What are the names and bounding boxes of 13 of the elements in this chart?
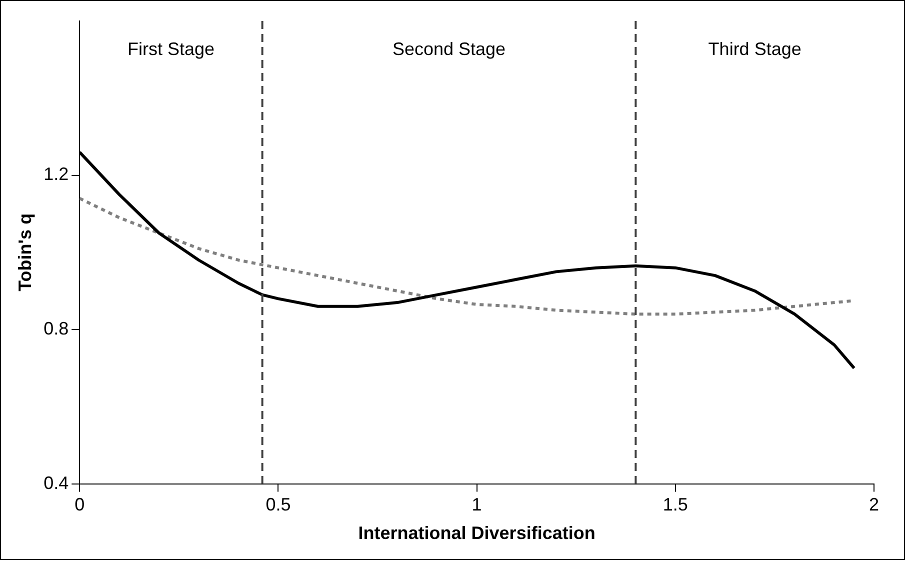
x-axis-title: International Diversification bbox=[358, 523, 596, 544]
y-axis-title: Tobin's q bbox=[14, 213, 35, 292]
y-tick-label: 0.4 bbox=[44, 472, 69, 493]
y-tick-label: 0.8 bbox=[44, 318, 69, 338]
x-tick-label: 2 bbox=[868, 494, 880, 515]
annotation: Second Stage bbox=[392, 38, 506, 59]
x-tick-label: 1.5 bbox=[662, 494, 688, 515]
x-tick-label: 0 bbox=[74, 494, 85, 515]
annotation: First Stage bbox=[127, 38, 214, 59]
x-tick-label: 1 bbox=[472, 494, 482, 515]
y-tick-label: 1.2 bbox=[44, 164, 69, 184]
annotation: Third Stage bbox=[708, 38, 802, 59]
x-tick-label: 0.5 bbox=[266, 494, 291, 515]
